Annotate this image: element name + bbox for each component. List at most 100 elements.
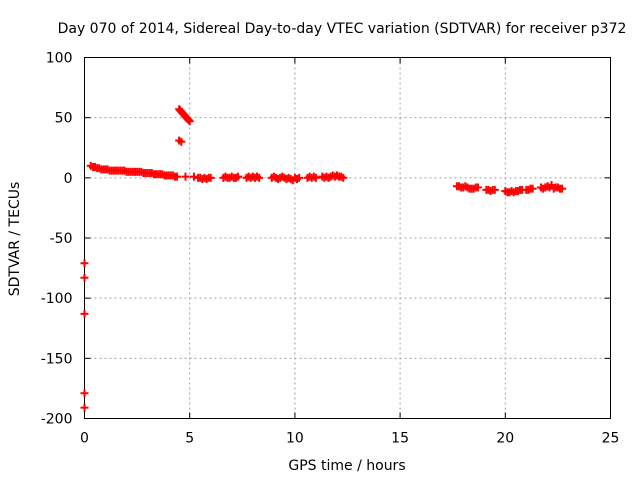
data-point	[330, 172, 339, 181]
data-point	[543, 182, 552, 191]
data-point	[290, 173, 299, 182]
data-point	[337, 172, 346, 181]
data-point	[553, 183, 562, 192]
data-point	[80, 309, 89, 318]
data-point	[509, 188, 518, 197]
data-point	[175, 136, 184, 145]
data-point	[181, 112, 190, 121]
data-point	[231, 173, 240, 182]
data-point	[461, 182, 470, 191]
data-point	[246, 173, 255, 182]
data-point	[91, 163, 100, 172]
data-point	[524, 185, 533, 194]
data-points	[80, 105, 567, 412]
data-point	[177, 107, 186, 116]
data-point	[244, 172, 253, 181]
data-point	[541, 183, 550, 192]
data-point	[86, 161, 95, 170]
y-tick-label: -200	[41, 412, 73, 428]
data-point	[459, 183, 468, 192]
data-point	[200, 173, 209, 182]
data-point	[282, 175, 291, 184]
data-point	[463, 183, 472, 192]
data-point	[175, 105, 184, 114]
x-tick-label: 20	[496, 431, 514, 447]
chart-title: Day 070 of 2014, Sidereal Day-to-day VTE…	[58, 21, 627, 37]
data-point	[185, 117, 194, 126]
data-point	[103, 165, 112, 174]
data-point	[326, 172, 335, 181]
data-point	[276, 173, 285, 182]
x-tick-label: 0	[80, 431, 89, 447]
data-point	[271, 173, 280, 182]
plot-frame	[84, 57, 611, 419]
data-point	[501, 187, 510, 196]
data-point	[80, 389, 89, 398]
data-point	[309, 172, 318, 181]
data-point	[307, 173, 316, 182]
data-point	[539, 184, 548, 193]
data-point	[274, 175, 283, 184]
data-point	[158, 170, 167, 179]
data-point	[537, 183, 546, 192]
data-point	[322, 172, 331, 181]
data-point	[528, 184, 537, 193]
x-tick-label: 25	[602, 431, 620, 447]
x-tick-label: 15	[391, 431, 409, 447]
data-point	[248, 172, 257, 181]
data-point	[484, 185, 493, 194]
data-point	[513, 187, 522, 196]
data-point	[250, 173, 259, 182]
data-point	[490, 185, 499, 194]
gridlines	[84, 57, 611, 419]
data-point	[253, 172, 262, 181]
data-point	[173, 172, 182, 181]
data-point	[80, 259, 89, 268]
data-point	[168, 171, 177, 180]
data-point	[202, 175, 211, 184]
data-point	[305, 172, 314, 181]
data-point	[293, 175, 302, 184]
data-point	[507, 187, 516, 196]
data-point	[505, 188, 514, 197]
data-point	[120, 166, 129, 175]
data-point	[545, 183, 554, 192]
x-tick-label: 5	[185, 431, 194, 447]
y-tick-label: -150	[41, 351, 73, 367]
data-point	[267, 173, 276, 182]
data-point	[180, 111, 189, 120]
data-point	[486, 187, 495, 196]
data-point	[255, 173, 264, 182]
data-point	[242, 173, 251, 182]
data-point	[332, 171, 341, 180]
data-point	[303, 173, 312, 182]
y-tick-label: 100	[46, 51, 73, 67]
y-tick-label: -100	[41, 291, 73, 307]
data-point	[183, 114, 192, 123]
data-point	[189, 172, 198, 181]
data-point	[196, 173, 205, 182]
data-point	[80, 403, 89, 412]
data-point	[318, 172, 327, 181]
data-point	[295, 173, 304, 182]
data-point	[234, 172, 243, 181]
data-point	[324, 173, 333, 182]
y-tick-label: -50	[50, 231, 73, 247]
x-axis-label: GPS time / hours	[288, 458, 405, 474]
data-point	[219, 173, 228, 182]
x-tick-label: 10	[286, 431, 304, 447]
data-point	[311, 173, 320, 182]
y-tick-labels: -200 -150 -100 -50 0 50 100	[41, 51, 73, 428]
data-point	[181, 172, 190, 181]
data-point	[320, 173, 329, 182]
data-point	[137, 167, 146, 176]
data-point	[179, 110, 188, 119]
data-point	[221, 172, 230, 181]
data-point	[177, 137, 186, 146]
y-tick-label: 0	[64, 171, 73, 187]
y-axis-label: SDTVAR / TECUs	[7, 182, 23, 297]
data-point	[469, 184, 478, 193]
data-point	[558, 184, 567, 193]
data-point	[184, 116, 193, 125]
data-point	[328, 171, 337, 180]
